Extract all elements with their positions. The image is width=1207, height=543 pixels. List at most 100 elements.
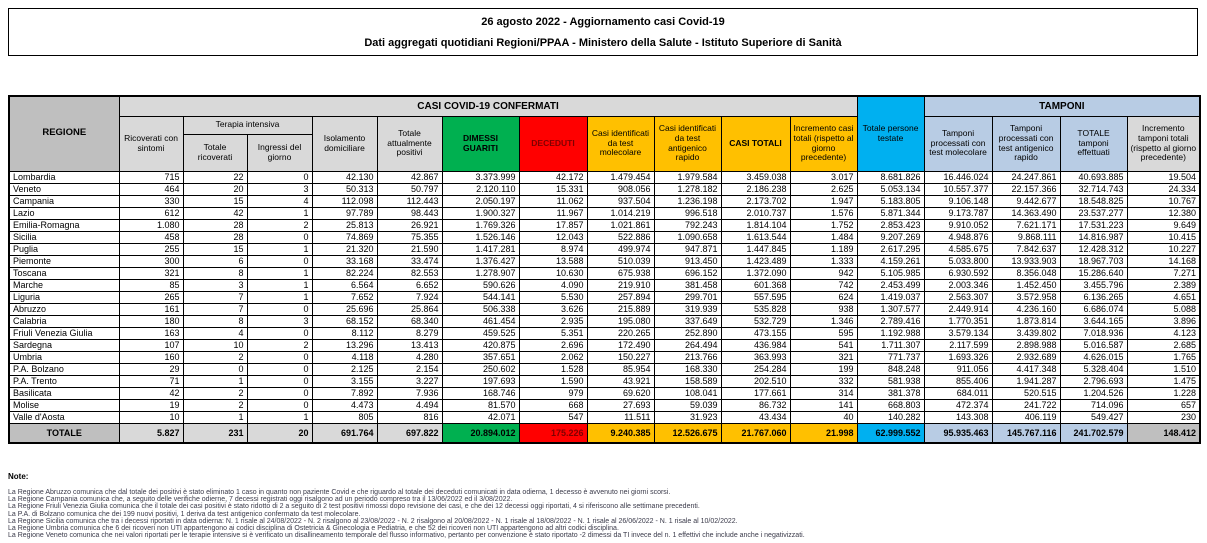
- cell-ricoverati-sintomi: 107: [118, 338, 184, 352]
- cell-casi-antigenico: 337.649: [653, 314, 722, 328]
- cell-dimessi-guariti: 1.278.907: [441, 266, 520, 280]
- cell-dimessi-guariti: 1.769.326: [441, 218, 520, 232]
- cell-casi-totali: 202.510: [720, 374, 791, 388]
- cell-tamponi-totale: 15.286.640: [1059, 266, 1128, 280]
- cell-attualmente-positivi: 7.924: [376, 290, 443, 304]
- cell-tamponi-totale: 32.714.743: [1059, 182, 1128, 196]
- cell-terapia-totale: 2: [182, 350, 248, 364]
- header-group-casi-confermati: CASI COVID-19 CONFERMATI: [118, 95, 858, 117]
- cell-tamponi-antigenico: 24.247.861: [991, 170, 1061, 184]
- cell-dimessi-guariti: 197.693: [441, 374, 520, 388]
- cell-deceduti: 547: [518, 410, 588, 424]
- cell-incremento-casi: 1.576: [789, 206, 858, 220]
- cell-persone-testate: 581.938: [856, 374, 925, 388]
- cell-terapia-ingressi: 0: [246, 386, 313, 400]
- cell-casi-antigenico: 996.518: [653, 206, 722, 220]
- cell-casi-molecolare: 150.227: [586, 350, 655, 364]
- header-casi-antigenico: Casi identificati da test antigenico rap…: [653, 115, 722, 172]
- cell-casi-molecolare: 219.910: [586, 278, 655, 292]
- cell-isolamento: 3.155: [311, 374, 378, 388]
- cell-persone-testate: 4.159.261: [856, 254, 925, 268]
- cell-persone-testate: 1.711.307: [856, 338, 925, 352]
- cell-casi-molecolare: 172.490: [586, 338, 655, 352]
- cell-tamponi-totale: 7.018.936: [1059, 326, 1128, 340]
- cell-dimessi-guariti: 544.141: [441, 290, 520, 304]
- header-incremento-casi: Incremento casi totali (rispetto al gior…: [789, 115, 858, 172]
- region-row: Valle d'Aosta 10 1 1 805 816 42.071 547 11.511 31…: [8, 410, 1201, 424]
- cell-tamponi-molecolare: 3.579.134: [923, 326, 993, 340]
- cell-terapia-totale: 1: [182, 374, 248, 388]
- cell-dimessi-guariti: 1.526.146: [441, 230, 520, 244]
- total-cell-terapia-ingressi: 20: [246, 422, 313, 444]
- region-name: P.A. Bolzano: [8, 362, 120, 376]
- cell-casi-antigenico: 213.766: [653, 350, 722, 364]
- total-cell-casi-antigenico: 12.526.675: [653, 422, 722, 444]
- cell-deceduti: 17.857: [518, 218, 588, 232]
- cell-casi-antigenico: 1.090.658: [653, 230, 722, 244]
- cell-attualmente-positivi: 25.864: [376, 302, 443, 316]
- cell-tamponi-totale: 5.328.404: [1059, 362, 1128, 376]
- cell-ricoverati-sintomi: 29: [118, 362, 184, 376]
- cell-tamponi-antigenico: 1.873.814: [991, 314, 1061, 328]
- cell-casi-antigenico: 264.494: [653, 338, 722, 352]
- cell-persone-testate: 2.789.416: [856, 314, 925, 328]
- cell-tamponi-antigenico: 241.722: [991, 398, 1061, 412]
- total-cell-dimessi-guariti: 20.894.012: [441, 422, 520, 444]
- cell-casi-antigenico: 1.278.182: [653, 182, 722, 196]
- region-row: Lombardia 715 22 0 42.130 42.867 3.373.999 42.1…: [8, 170, 1201, 184]
- cell-ricoverati-sintomi: 10: [118, 410, 184, 424]
- cell-incremento-tamponi: 230: [1126, 410, 1201, 424]
- cell-terapia-totale: 2: [182, 398, 248, 412]
- cell-terapia-ingressi: 3: [246, 314, 313, 328]
- cell-casi-molecolare: 195.080: [586, 314, 655, 328]
- cell-incremento-casi: 321: [789, 350, 858, 364]
- header-persone-testate: Totale persone testate: [856, 95, 925, 172]
- cell-ricoverati-sintomi: 612: [118, 206, 184, 220]
- total-cell-attualmente-positivi: 697.822: [376, 422, 443, 444]
- cell-casi-antigenico: 299.701: [653, 290, 722, 304]
- cell-tamponi-antigenico: 1.452.450: [991, 278, 1061, 292]
- cell-deceduti: 2.062: [518, 350, 588, 364]
- cell-casi-totali: 1.372.090: [720, 266, 791, 280]
- cell-incremento-casi: 2.625: [789, 182, 858, 196]
- cell-deceduti: 2.696: [518, 338, 588, 352]
- cell-tamponi-molecolare: 143.308: [923, 410, 993, 424]
- cell-terapia-totale: 4: [182, 326, 248, 340]
- region-name: Toscana: [8, 266, 120, 280]
- cell-incremento-tamponi: 1.510: [1126, 362, 1201, 376]
- cell-casi-totali: 254.284: [720, 362, 791, 376]
- notes-list: La Regione Abruzzo comunica che dal tota…: [8, 489, 1198, 539]
- cell-casi-totali: 1.423.489: [720, 254, 791, 268]
- cell-dimessi-guariti: 168.746: [441, 386, 520, 400]
- total-cell-incremento-casi: 21.998: [789, 422, 858, 444]
- cell-casi-molecolare: 11.511: [586, 410, 655, 424]
- region-row: Toscana 321 8 1 82.224 82.553 1.278.907 10.630 6…: [8, 266, 1201, 280]
- regions-body: Lombardia 715 22 0 42.130 42.867 3.373.999 42.1…: [8, 170, 1201, 424]
- cell-tamponi-molecolare: 4.585.675: [923, 242, 993, 256]
- cell-casi-antigenico: 59.039: [653, 398, 722, 412]
- cell-incremento-casi: 1.484: [789, 230, 858, 244]
- cell-casi-molecolare: 908.056: [586, 182, 655, 196]
- header-casi-totali: CASI TOTALI: [720, 115, 791, 172]
- cell-incremento-tamponi: 1.475: [1126, 374, 1201, 388]
- cell-attualmente-positivi: 26.921: [376, 218, 443, 232]
- cell-persone-testate: 5.053.134: [856, 182, 925, 196]
- total-cell-terapia-totale: 231: [182, 422, 248, 444]
- note-line: La Regione Umbria comunica che 6 dei ric…: [8, 525, 619, 533]
- cell-tamponi-totale: 23.537.277: [1059, 206, 1128, 220]
- cell-ricoverati-sintomi: 161: [118, 302, 184, 316]
- cell-incremento-tamponi: 10.415: [1126, 230, 1201, 244]
- cell-ricoverati-sintomi: 42: [118, 386, 184, 400]
- cell-incremento-casi: 1.346: [789, 314, 858, 328]
- cell-casi-antigenico: 696.152: [653, 266, 722, 280]
- cell-incremento-tamponi: 2.389: [1126, 278, 1201, 292]
- cell-casi-molecolare: 1.021.861: [586, 218, 655, 232]
- cell-terapia-ingressi: 3: [246, 182, 313, 196]
- cell-terapia-totale: 22: [182, 170, 248, 184]
- header-dimessi-guariti: DIMESSI GUARITI: [441, 115, 520, 172]
- notes-label: Note:: [8, 472, 29, 481]
- region-name: Piemonte: [8, 254, 120, 268]
- cell-persone-testate: 848.248: [856, 362, 925, 376]
- region-row: Umbria 160 2 0 4.118 4.280 357.651 2.062 150.227…: [8, 350, 1201, 364]
- cell-tamponi-totale: 6.136.265: [1059, 290, 1128, 304]
